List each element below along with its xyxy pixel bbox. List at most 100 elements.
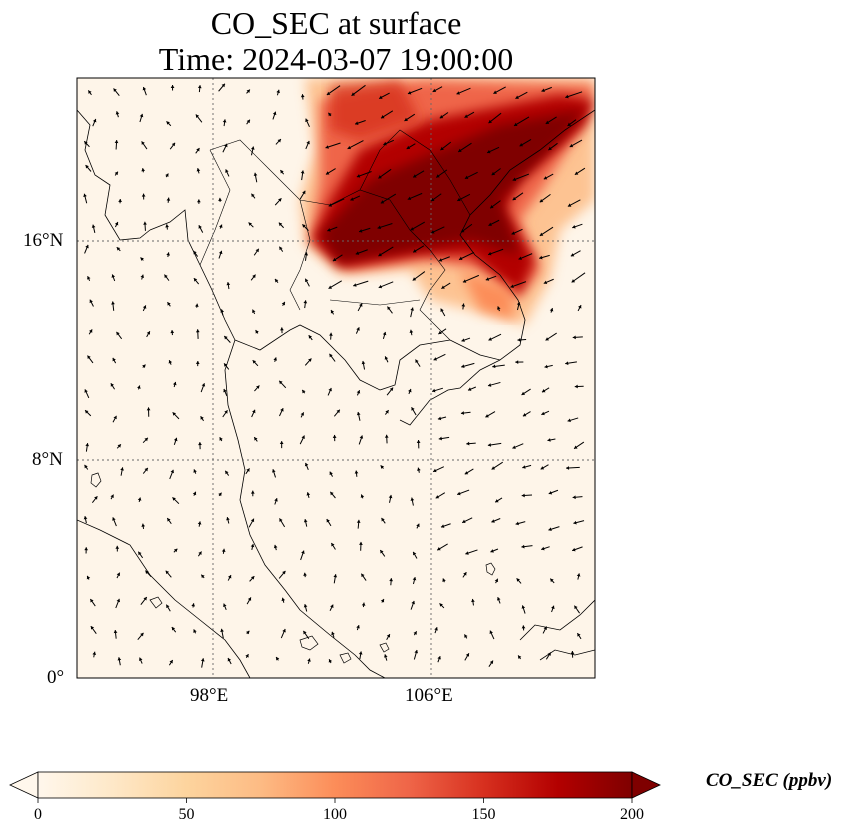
wind-arrow-head <box>413 631 417 635</box>
wind-arrow-head <box>494 578 499 583</box>
wind-arrow-head <box>167 302 171 306</box>
wind-arrow-head <box>279 518 283 522</box>
wind-arrow-head <box>485 414 489 418</box>
wind-arrow-head <box>491 519 495 523</box>
wind-arrow-head <box>461 364 465 369</box>
wind-arrow-head <box>411 600 415 605</box>
wind-arrow-head <box>331 543 335 547</box>
wind-arrow-head <box>84 141 88 145</box>
wind-arrow-head <box>543 626 547 630</box>
wind-arrow-head <box>574 384 578 389</box>
wind-arrow-head <box>303 519 308 523</box>
wind-arrow-head <box>570 253 575 257</box>
wind-arrow-head <box>464 471 469 475</box>
wind-arrow-head <box>116 572 121 577</box>
wind-arrow-head <box>224 336 228 340</box>
wind-arrow-head <box>350 197 354 201</box>
wind-arrow-head <box>521 605 526 609</box>
wind-arrow-head <box>457 197 461 202</box>
wind-arrow-head <box>539 198 544 203</box>
wind-arrow-head <box>301 435 305 439</box>
wind-arrow-head <box>382 331 387 336</box>
wind-arrow-head <box>328 112 332 117</box>
wind-arrow-head <box>512 196 517 201</box>
wind-arrow-head <box>413 551 417 556</box>
wind-arrow-head <box>389 387 394 392</box>
wind-arrow-head <box>256 385 260 389</box>
wind-arrow-head <box>219 437 223 441</box>
wind-arrow-head <box>355 121 359 125</box>
wind-arrow-head <box>548 146 552 151</box>
wind-arrow-head <box>84 547 89 551</box>
wind-arrow-head <box>518 655 522 659</box>
wind-arrow-head <box>193 629 197 633</box>
wind-arrow-head <box>115 545 120 549</box>
wind-arrow-head <box>574 171 579 175</box>
wind-arrow-head <box>165 224 169 228</box>
wind-arrow-head <box>541 88 545 93</box>
wind-arrow-head <box>332 257 337 262</box>
wind-arrow-head <box>572 335 576 340</box>
wind-arrow-head <box>332 434 337 438</box>
wind-arrow-head <box>145 570 149 575</box>
wind-arrow-head <box>465 551 469 555</box>
wind-arrow-head <box>417 467 421 471</box>
wind-arrow-head <box>328 659 333 663</box>
wind-arrow-head <box>195 329 200 333</box>
wind-arrow-head <box>488 119 492 124</box>
wind-arrow-head <box>224 143 228 148</box>
wind-arrow-head <box>87 276 91 280</box>
wind-arrow-head <box>431 230 435 234</box>
wind-arrow-head <box>94 496 98 500</box>
wind-arrow-head <box>572 547 576 552</box>
wind-arrow-head <box>120 467 124 471</box>
wind-arrow-head <box>225 169 229 173</box>
wind-arrow-head <box>251 193 255 198</box>
wind-arrow-head <box>226 282 231 286</box>
wind-arrow-head <box>431 197 435 202</box>
wind-arrow-head <box>218 250 223 255</box>
wind-arrow-head <box>303 300 308 304</box>
wind-arrow-head <box>303 604 308 608</box>
wind-arrow-head <box>384 654 388 658</box>
wind-arrow-head <box>220 628 224 633</box>
wind-arrow-head <box>245 630 250 635</box>
colorbar <box>9 771 661 803</box>
wind-arrow-head <box>437 656 441 660</box>
wind-arrow-head <box>412 577 417 581</box>
wind-arrow-head <box>487 443 492 447</box>
wind-arrow-head <box>495 499 499 503</box>
wind-arrow-head <box>118 198 122 203</box>
wind-arrow-head <box>466 441 470 446</box>
wind-arrow-head <box>456 91 460 95</box>
wind-arrow-head <box>305 118 309 123</box>
wind-arrow-head <box>551 605 555 610</box>
wind-arrow-head <box>406 145 411 149</box>
lat-label-16n: 16°N <box>23 230 64 251</box>
wind-arrow-head <box>111 301 115 305</box>
wind-arrow-head <box>412 277 417 281</box>
wind-arrow-head <box>83 193 87 198</box>
wind-arrow-head <box>277 139 281 143</box>
wind-arrow-head <box>440 524 445 528</box>
wind-arrow-head <box>200 658 205 662</box>
wind-arrow-head <box>330 604 334 609</box>
wind-arrow-head <box>380 550 384 554</box>
wind-arrow-head <box>381 115 385 119</box>
wind-arrow-head <box>439 114 444 119</box>
wind-arrow-head <box>565 361 569 366</box>
wind-arrow-head <box>139 113 144 118</box>
wind-arrow-head <box>433 357 438 361</box>
wind-arrow-head <box>111 274 116 278</box>
wind-arrow-head <box>113 88 117 92</box>
wind-arrow-head <box>227 657 232 662</box>
wind-arrow-head <box>541 546 545 551</box>
wind-arrow-head <box>142 87 147 91</box>
wind-arrow-head <box>116 598 121 603</box>
wind-arrow-head <box>567 122 572 126</box>
gridlines <box>77 78 595 678</box>
wind-arrow-head <box>522 413 527 417</box>
wind-arrow-head <box>220 309 225 313</box>
islands <box>90 472 496 664</box>
wind-arrow-head <box>441 285 445 289</box>
